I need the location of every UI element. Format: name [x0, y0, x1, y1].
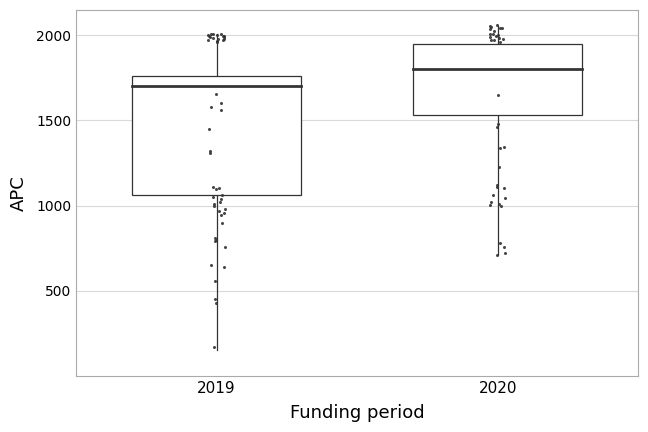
- Point: [494, 35, 504, 41]
- Bar: [413, 44, 582, 115]
- Point: [492, 184, 503, 191]
- Point: [210, 238, 220, 245]
- Point: [208, 194, 218, 200]
- Point: [492, 251, 502, 258]
- X-axis label: Funding period: Funding period: [290, 404, 424, 422]
- Point: [495, 38, 505, 45]
- Point: [205, 149, 215, 156]
- Point: [208, 184, 218, 191]
- Point: [486, 36, 496, 43]
- Point: [212, 38, 222, 44]
- Point: [205, 30, 216, 37]
- Point: [211, 91, 222, 98]
- Y-axis label: APC: APC: [10, 175, 28, 211]
- Point: [499, 143, 509, 150]
- Point: [485, 201, 495, 208]
- Point: [492, 92, 503, 98]
- Point: [500, 194, 511, 201]
- Point: [203, 33, 214, 40]
- Point: [214, 184, 225, 191]
- Point: [495, 202, 505, 209]
- Point: [496, 24, 507, 31]
- Point: [210, 235, 220, 241]
- Point: [205, 34, 216, 41]
- Point: [216, 212, 226, 219]
- Point: [203, 126, 214, 133]
- Point: [492, 124, 502, 131]
- Point: [210, 277, 220, 284]
- Point: [492, 121, 503, 127]
- Point: [209, 200, 219, 207]
- Point: [498, 35, 508, 42]
- Point: [219, 264, 229, 270]
- Point: [217, 36, 227, 43]
- Point: [215, 199, 226, 206]
- Point: [491, 33, 502, 40]
- Point: [211, 299, 221, 306]
- Point: [208, 35, 218, 41]
- Point: [487, 192, 498, 199]
- Point: [203, 32, 214, 39]
- Point: [215, 195, 226, 202]
- Point: [485, 199, 496, 206]
- Point: [218, 32, 229, 39]
- Point: [493, 32, 503, 39]
- Point: [492, 22, 502, 29]
- Point: [494, 164, 505, 171]
- Point: [499, 184, 509, 191]
- Point: [495, 25, 505, 32]
- Point: [216, 192, 227, 199]
- Point: [211, 185, 222, 192]
- Point: [209, 344, 220, 351]
- Point: [499, 243, 509, 250]
- Point: [495, 240, 505, 247]
- Point: [500, 250, 511, 257]
- Point: [485, 34, 495, 41]
- Point: [207, 31, 218, 38]
- Point: [220, 206, 230, 213]
- Point: [205, 103, 216, 110]
- Point: [211, 236, 221, 243]
- Point: [209, 202, 219, 209]
- Point: [205, 148, 216, 155]
- Point: [213, 35, 224, 42]
- Point: [210, 296, 220, 303]
- Point: [489, 28, 500, 35]
- Point: [494, 144, 505, 151]
- Point: [216, 31, 226, 38]
- Bar: [132, 76, 301, 195]
- Point: [485, 26, 495, 33]
- Point: [203, 37, 213, 44]
- Point: [219, 34, 229, 41]
- Point: [212, 31, 222, 38]
- Point: [489, 37, 499, 44]
- Point: [492, 182, 502, 189]
- Point: [220, 243, 230, 250]
- Point: [485, 23, 496, 30]
- Point: [485, 31, 496, 38]
- Point: [219, 35, 229, 42]
- Point: [216, 107, 226, 114]
- Point: [219, 210, 229, 217]
- Point: [217, 219, 227, 226]
- Point: [494, 200, 505, 207]
- Point: [485, 22, 495, 29]
- Point: [488, 30, 498, 37]
- Point: [213, 38, 223, 45]
- Point: [206, 262, 216, 269]
- Point: [218, 33, 229, 40]
- Point: [214, 207, 224, 214]
- Point: [216, 100, 226, 107]
